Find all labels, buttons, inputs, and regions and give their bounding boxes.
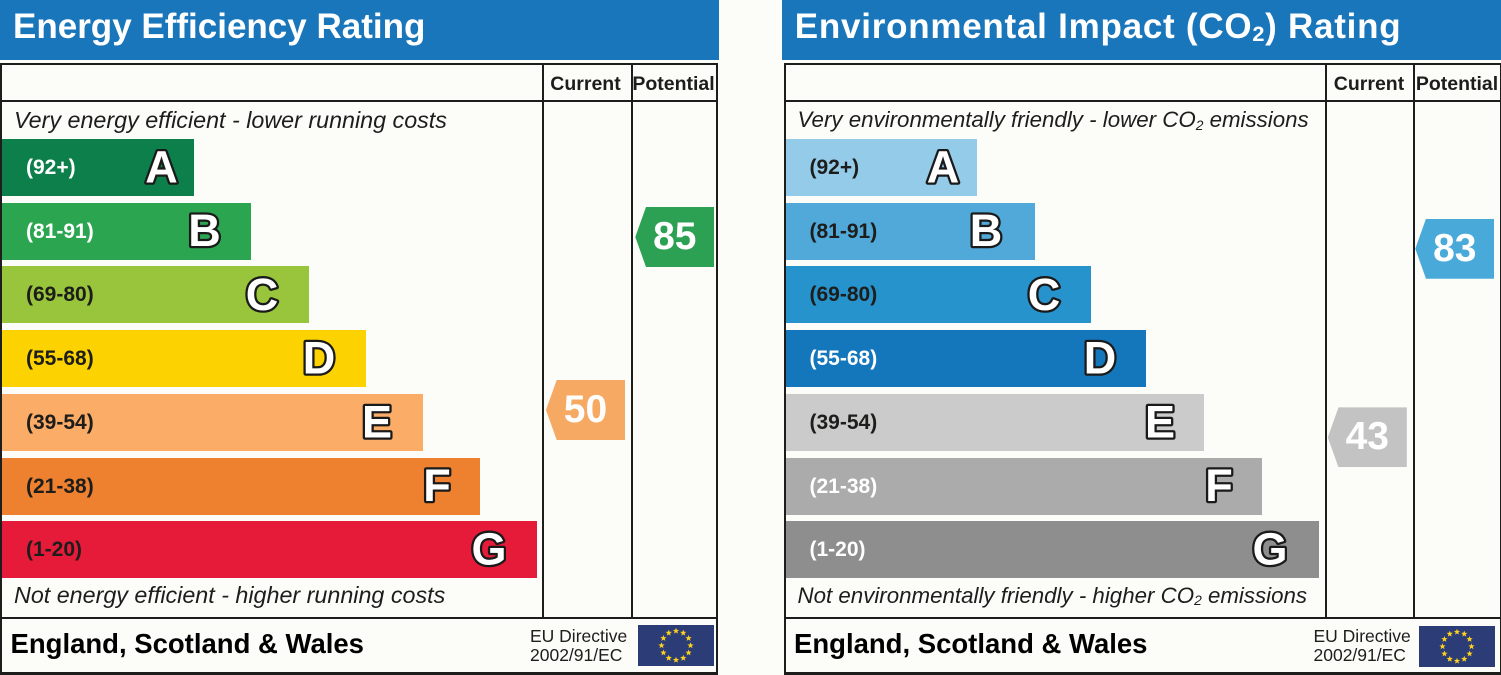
svg-text:D: D [303, 333, 336, 384]
svg-text:F: F [1205, 460, 1233, 511]
svg-text:E: E [1145, 396, 1175, 447]
svg-text:B: B [188, 205, 221, 256]
svg-text:B: B [970, 205, 1003, 256]
svg-text:G: G [1252, 524, 1287, 575]
svg-text:C: C [246, 269, 279, 320]
svg-text:A: A [927, 142, 960, 193]
svg-text:A: A [145, 142, 178, 193]
svg-text:F: F [423, 460, 451, 511]
svg-text:C: C [1028, 269, 1061, 320]
svg-text:E: E [362, 396, 392, 447]
svg-text:G: G [471, 524, 506, 575]
svg-text:D: D [1084, 333, 1117, 384]
